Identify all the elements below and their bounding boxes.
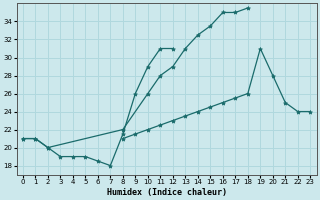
X-axis label: Humidex (Indice chaleur): Humidex (Indice chaleur) bbox=[107, 188, 227, 197]
